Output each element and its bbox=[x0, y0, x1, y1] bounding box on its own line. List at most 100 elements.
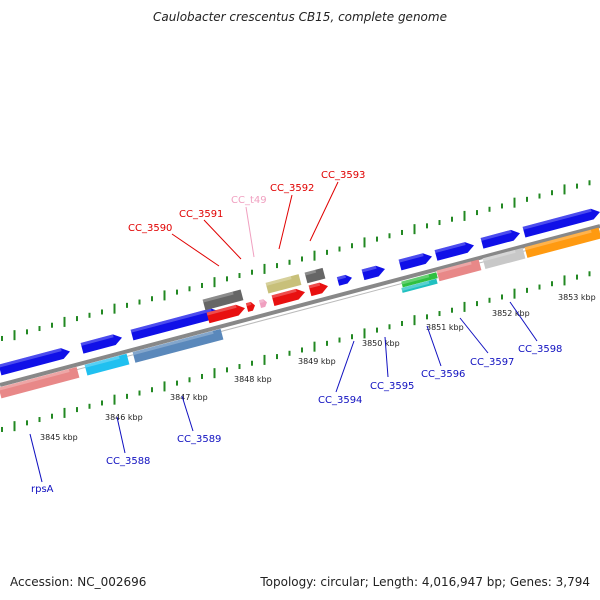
gene-highlight bbox=[398, 253, 424, 263]
scale-label: 3850 kbp bbox=[362, 339, 400, 348]
gene-highlight bbox=[436, 261, 472, 274]
gene-feature bbox=[271, 288, 305, 306]
gene-highlight bbox=[258, 299, 264, 304]
gene-feature bbox=[245, 301, 255, 312]
gene-highlight bbox=[130, 308, 212, 333]
gene-arrow bbox=[398, 253, 432, 271]
gene-highlight bbox=[84, 355, 120, 368]
gene-arrow bbox=[206, 304, 245, 324]
label-leader-line bbox=[335, 340, 355, 393]
scale-label: 3848 kbp bbox=[234, 375, 272, 384]
gene-label: rpsA bbox=[31, 484, 54, 495]
backbone-line bbox=[0, 224, 600, 387]
gene-label: CC_3590 bbox=[128, 223, 172, 234]
gene-arrow bbox=[130, 308, 221, 341]
gene-label: CC_3595 bbox=[370, 381, 414, 392]
gene-highlight bbox=[80, 334, 114, 346]
gene-feature bbox=[480, 229, 520, 249]
gene-arrow bbox=[271, 288, 305, 306]
gene-highlight bbox=[434, 242, 466, 254]
gene-feature bbox=[258, 299, 268, 308]
accession-text: Accession: NC_002696 bbox=[10, 575, 147, 589]
gene-highlight bbox=[482, 249, 516, 262]
gene-label: CC_t49 bbox=[231, 195, 267, 206]
gene-highlight bbox=[265, 276, 292, 286]
gene-arrow bbox=[80, 334, 123, 354]
gene-feature bbox=[401, 278, 438, 293]
gene-label: CC_3598 bbox=[518, 344, 562, 355]
gene-highlight bbox=[308, 282, 321, 289]
scale-label: 3852 kbp bbox=[492, 309, 530, 318]
gene-arrow bbox=[0, 367, 80, 399]
gene-arrow bbox=[401, 272, 438, 288]
map-title: Caulobacter crescentus CB15, complete ge… bbox=[153, 10, 447, 24]
gene-highlight bbox=[522, 208, 592, 230]
gene-arrow bbox=[482, 247, 526, 270]
gene-highlight bbox=[202, 291, 234, 303]
gene-highlight bbox=[271, 288, 297, 299]
label-leader-line bbox=[116, 416, 126, 454]
gene-feature bbox=[80, 334, 123, 354]
gene-arrow bbox=[434, 242, 474, 261]
gene-arrow bbox=[401, 278, 438, 293]
scale-label: 3853 kbp bbox=[558, 293, 596, 302]
gene-feature bbox=[132, 328, 224, 363]
gene-arrow bbox=[0, 348, 71, 376]
gene-arrow bbox=[308, 282, 328, 297]
label-leader-line bbox=[459, 317, 489, 354]
gene-label: CC_3596 bbox=[421, 369, 465, 380]
label-leader-line bbox=[384, 336, 389, 378]
gene-highlight bbox=[206, 304, 237, 316]
gene-feature bbox=[84, 353, 130, 376]
gene-label: CC_3594 bbox=[318, 395, 362, 406]
scale-label: 3851 kbp bbox=[426, 323, 464, 332]
scale-label: 3845 kbp bbox=[40, 433, 78, 442]
gene-feature bbox=[522, 208, 600, 238]
gene-label: CC_3592 bbox=[270, 183, 314, 194]
gene-arrow bbox=[245, 301, 255, 312]
gene-arrow bbox=[84, 353, 130, 376]
gene-highlight bbox=[401, 274, 430, 285]
gene-highlight bbox=[0, 348, 62, 368]
label-leader-line bbox=[426, 325, 442, 367]
gene-arrow bbox=[480, 229, 520, 249]
gene-feature bbox=[361, 265, 386, 281]
label-leader-line bbox=[171, 233, 220, 267]
gene-highlight bbox=[401, 280, 430, 291]
gene-arrow bbox=[522, 208, 600, 238]
gene-label: CC_3588 bbox=[106, 456, 150, 467]
gene-feature bbox=[524, 227, 600, 258]
gene-feature bbox=[304, 267, 326, 284]
label-leader-line bbox=[181, 395, 194, 432]
gene-feature bbox=[482, 247, 526, 270]
gene-highlight bbox=[245, 301, 252, 307]
gene-label: CC_3593 bbox=[321, 170, 365, 181]
gene-highlight bbox=[480, 229, 512, 241]
label-leader-line bbox=[309, 181, 339, 242]
label-leader-line bbox=[278, 194, 293, 250]
gene-feature bbox=[434, 242, 474, 261]
gene-feature bbox=[336, 274, 352, 286]
label-leader-line bbox=[245, 206, 255, 258]
gene-feature bbox=[206, 304, 245, 324]
gene-feature bbox=[398, 253, 432, 271]
gene-arrow bbox=[265, 274, 302, 294]
gene-highlight bbox=[304, 269, 317, 276]
gene-arrow bbox=[202, 289, 244, 311]
gene-highlight bbox=[524, 229, 592, 251]
gene-feature bbox=[265, 274, 302, 294]
gene-highlight bbox=[361, 265, 377, 273]
gene-feature bbox=[0, 367, 80, 399]
scale-label: 3849 kbp bbox=[298, 357, 336, 366]
genome-summary-text: Topology: circular; Length: 4,016,947 bp… bbox=[260, 575, 590, 589]
gene-highlight bbox=[336, 274, 347, 280]
gene-arrow bbox=[336, 274, 352, 286]
scale-label: 3846 kbp bbox=[105, 413, 143, 422]
gene-feature bbox=[436, 259, 482, 282]
gene-feature bbox=[308, 282, 328, 297]
gene-label: CC_3597 bbox=[470, 357, 514, 368]
gene-arrow bbox=[132, 328, 224, 363]
gene-arrow bbox=[524, 227, 600, 258]
gene-feature bbox=[401, 272, 438, 288]
gene-label: CC_3591 bbox=[179, 209, 223, 220]
